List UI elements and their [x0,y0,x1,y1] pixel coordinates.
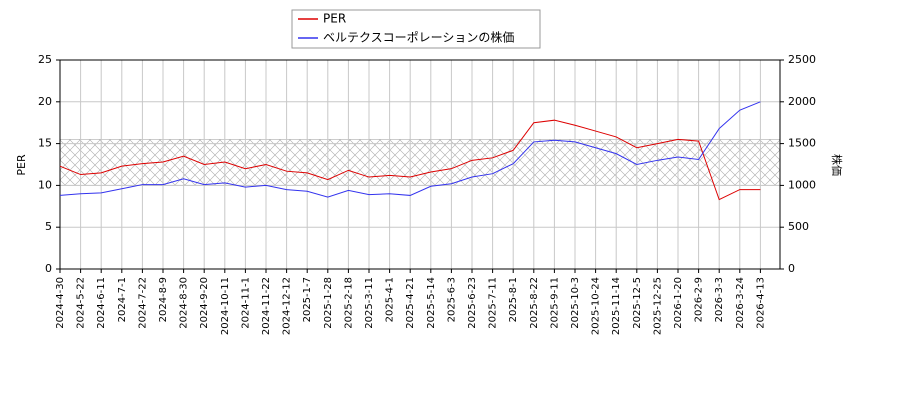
x-tick-label: 2026-2-9 [694,277,705,322]
x-tick-label: 2025-6-23 [467,277,478,329]
y-tick-label: 0 [45,262,52,275]
x-tick-label: 2025-1-28 [323,277,334,329]
y2-tick-label: 500 [788,220,809,233]
y2-tick-label: 2000 [788,95,816,108]
x-tick-label: 2025-4-1 [385,277,396,322]
x-tick-label: 2026-3-3 [714,277,725,322]
x-tick-label: 2025-10-24 [591,277,602,335]
y2-tick-label: 0 [788,262,795,275]
x-tick-label: 2025-3-11 [364,277,375,329]
x-tick-label: 2025-7-11 [488,277,499,329]
x-tick-label: 2024-8-30 [179,277,190,329]
y-tick-label: 5 [45,220,52,233]
x-tick-label: 2024-7-22 [137,277,148,329]
legend-label: PER [323,12,346,26]
x-tick-label: 2024-12-12 [282,277,293,335]
legend-box [291,9,541,49]
shaded-range [59,139,781,186]
x-tick-label: 2024-6-11 [96,277,107,329]
y2-axis-label: 株価 [830,154,844,176]
x-tick-label: 2024-5-22 [76,277,87,329]
x-tick-label: 2025-12-5 [632,277,643,329]
y2-tick-label: 2500 [788,53,816,66]
series-line [59,101,761,198]
legend-label: ベルテクスコーポレーションの株価 [323,30,514,45]
y-tick-label: 15 [38,137,52,150]
x-tick-label: 2025-10-3 [570,277,581,329]
x-tick-label: 2024-11-1 [240,277,251,329]
y2-tick-label: 1500 [788,137,816,150]
x-tick-label: 2024-11-22 [261,277,272,335]
x-tick-label: 2024-9-20 [199,277,210,329]
x-tick-label: 2024-4-30 [55,277,66,329]
x-tick-label: 2025-11-14 [611,277,622,335]
x-tick-label: 2026-1-20 [673,277,684,329]
x-tick-label: 2026-3-24 [735,277,746,329]
y-tick-label: 20 [38,95,52,108]
x-tick-label: 2025-2-18 [343,277,354,329]
plot-frame [59,59,781,270]
x-tick-label: 2025-5-14 [426,277,437,329]
x-tick-label: 2024-8-9 [158,277,169,322]
x-tick-label: 2025-9-11 [549,277,560,329]
x-tick-label: 2025-4-21 [405,277,416,329]
x-tick-label: 2025-1-7 [302,277,313,322]
y-axis-label: PER [15,154,28,176]
y-tick-label: 25 [38,53,52,66]
x-tick-label: 2024-7-1 [117,277,128,322]
y-tick-label: 10 [38,178,52,191]
x-tick-label: 2025-8-22 [529,277,540,329]
x-tick-label: 2025-6-3 [446,277,457,322]
x-tick-label: 2025-8-1 [508,277,519,322]
x-tick-label: 2024-10-11 [220,277,231,335]
x-tick-label: 2026-4-13 [755,277,766,329]
y2-tick-label: 1000 [788,178,816,191]
series-line [59,119,761,201]
x-tick-label: 2025-12-25 [652,277,663,335]
